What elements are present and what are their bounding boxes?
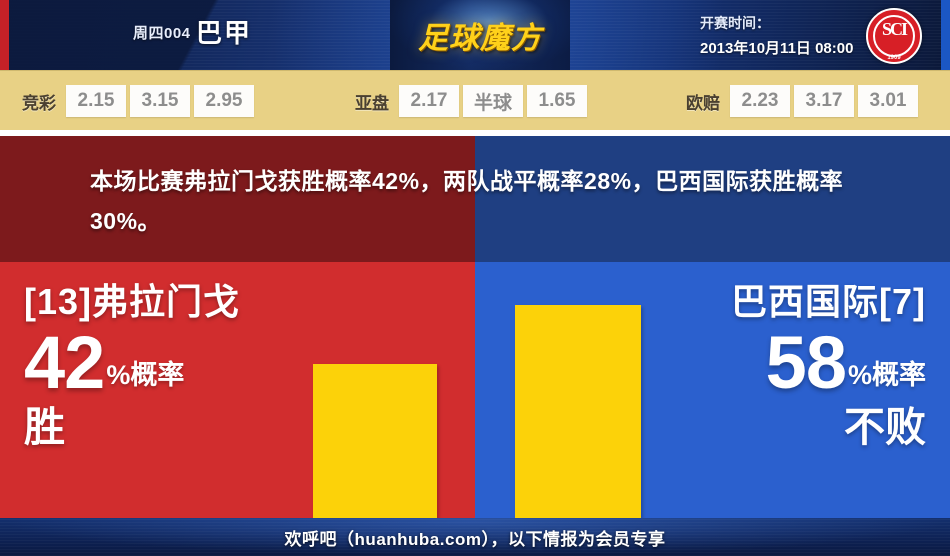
- odds-value-cell[interactable]: 2.23: [730, 85, 790, 117]
- away-probability-value: 58: [765, 321, 847, 404]
- summary-left-half: [0, 136, 475, 262]
- footer-text: 欢呼吧（huanhuba.com），以下情报为会员专享: [284, 529, 666, 549]
- away-outcome-label: 不败: [844, 404, 926, 450]
- home-probability-suffix: %概率: [106, 360, 185, 390]
- summary-right-half: [475, 136, 950, 262]
- odds-value-cell[interactable]: 1.65: [527, 85, 587, 117]
- club-crest-icon: SCI 1909: [866, 8, 922, 64]
- match-number-label: 周四004: [133, 25, 191, 42]
- footer-bar: 欢呼吧（huanhuba.com），以下情报为会员专享: [0, 518, 950, 556]
- away-probability-suffix: %概率: [847, 360, 926, 390]
- home-probability-row: 42 %概率: [24, 326, 240, 400]
- probability-chart: [13]弗拉门戈 42 %概率 胜 巴西国际[7] 58 %概率 不败: [0, 262, 950, 518]
- odds-value-cell[interactable]: 3.15: [130, 85, 190, 117]
- odds-bar: 竞彩 2.15 3.15 2.95 亚盘 2.17 半球 1.65 欧赔 2.2…: [0, 70, 950, 130]
- away-team-name: 巴西国际[7]: [731, 281, 926, 322]
- home-probability-value: 42: [24, 321, 105, 404]
- crest-inner-ring: [873, 15, 915, 57]
- home-team-block: [13]弗拉门戈 42 %概率 胜: [24, 280, 240, 452]
- odds-value-cell[interactable]: 半球: [463, 85, 523, 117]
- odds-value-cell[interactable]: 3.17: [794, 85, 854, 117]
- kickoff-time: 2013年10月11日 08:00: [700, 40, 854, 57]
- odds-group-label: 欧赔: [686, 93, 720, 113]
- odds-group-jingcai: 竞彩 2.15 3.15 2.95: [22, 71, 258, 131]
- kickoff-label: 开赛时间：: [700, 15, 770, 31]
- header-bar: 周四004 巴甲 足球魔方 开赛时间： 2013年10月11日 08:00 SC…: [0, 0, 950, 70]
- site-logo[interactable]: 足球魔方: [390, 0, 570, 70]
- probability-summary-text: 本场比赛弗拉门戈获胜概率42%，两队战平概率28%，巴西国际获胜概率30%。: [90, 168, 844, 234]
- bar-away-probability: [515, 305, 641, 518]
- odds-group-european: 欧赔 2.23 3.17 3.01: [686, 71, 922, 131]
- kickoff-info: 开赛时间： 2013年10月11日 08:00: [700, 13, 853, 58]
- section-divider: [0, 130, 950, 136]
- bar-home-probability: [313, 364, 437, 518]
- summary-band: 本场比赛弗拉门戈获胜概率42%，两队战平概率28%，巴西国际获胜概率30%。: [0, 136, 950, 262]
- home-outcome-label: 胜: [24, 404, 65, 450]
- odds-group-label: 竞彩: [22, 93, 56, 113]
- home-team-name: [13]弗拉门戈: [24, 281, 241, 322]
- odds-value-cell[interactable]: 2.15: [66, 85, 126, 117]
- crest-monogram: SCI: [881, 19, 908, 39]
- header-diagonal-overlay: [9, 0, 429, 70]
- crest-founding-year: 1909: [887, 55, 901, 61]
- odds-value-cell[interactable]: 2.95: [194, 85, 254, 117]
- site-logo-text: 足球魔方: [418, 22, 542, 55]
- header-right-accent-strip: [941, 0, 950, 70]
- odds-value-cell[interactable]: 2.17: [399, 85, 459, 117]
- odds-group-label: 亚盘: [355, 93, 389, 113]
- away-probability-row: 58 %概率: [731, 326, 926, 400]
- odds-value-cell[interactable]: 3.01: [858, 85, 918, 117]
- header-left-accent-strip: [0, 0, 9, 70]
- away-team-block: 巴西国际[7] 58 %概率 不败: [731, 280, 926, 452]
- league-name: 巴甲: [196, 18, 253, 48]
- odds-group-asian-handicap: 亚盘 2.17 半球 1.65: [355, 71, 591, 131]
